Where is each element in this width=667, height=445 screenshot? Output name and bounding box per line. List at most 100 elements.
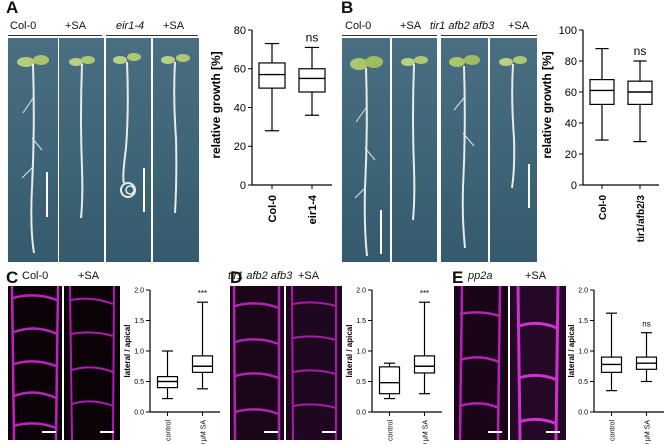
box [589, 78, 615, 105]
seedling-photo-b-tir1-sa [490, 38, 537, 262]
category-label: Col-0 [267, 195, 279, 223]
y-tick-label: 20 [234, 141, 246, 153]
y-axis-label: lateral / apical [124, 325, 132, 378]
y-tick-label: 40 [234, 102, 246, 114]
significance-label: *** [198, 289, 207, 298]
panel-label-e: E [452, 268, 464, 287]
confocal-image [516, 286, 560, 440]
seedling-icon [17, 55, 49, 254]
category-label: eir1-4 [307, 194, 319, 224]
box-plot-e: 0.0 0.5 1.0 1.5 2.0 lateral / apical control 50… [568, 287, 664, 444]
significance-label: ns [642, 320, 650, 329]
confocal-image-c-control [8, 286, 62, 440]
confocal-image [291, 286, 337, 440]
box [191, 355, 214, 373]
header-b-sa1: +SA [400, 20, 422, 32]
seedling-icon [113, 53, 145, 212]
seedling-icon [69, 56, 95, 219]
y-tick-label: 0.0 [356, 409, 366, 416]
y-tick-label: 1.0 [356, 348, 366, 355]
y-tick-label: 60 [234, 64, 246, 76]
box [258, 62, 286, 89]
y-axis-label: lateral / apical [346, 325, 354, 378]
y-tick-label: 1.5 [578, 318, 588, 325]
y-tick-label: 0.0 [578, 409, 588, 416]
y-tick-label: 0 [571, 180, 577, 192]
panel-label-c: C [6, 268, 19, 287]
confocal-image [10, 286, 60, 440]
category-label: tir1/afb2/3 [636, 195, 647, 243]
category-label: control [166, 420, 173, 441]
y-tick-label: 60 [565, 87, 577, 99]
seedling-icon [350, 56, 383, 257]
box-plot-c: 0.0 0.5 1.0 1.5 2.0 lateral / apical control 50… [124, 287, 220, 444]
category-label: Col-0 [598, 195, 609, 220]
confocal-image [232, 286, 281, 440]
y-tick-label: 0 [240, 180, 246, 192]
confocal-image [458, 286, 502, 440]
y-axis-label: relative growth [%] [209, 51, 223, 158]
header-a-sa2: +SA [163, 20, 185, 32]
seedling-icon [449, 55, 480, 249]
panel-label-b: B [341, 0, 354, 17]
confocal-image-d-control [230, 286, 284, 440]
box [378, 366, 401, 395]
confocal-image-e-control [454, 286, 508, 440]
header-b-tir1: tir1 afb2 afb3 [430, 20, 495, 32]
y-axis-label: relative growth [%] [540, 51, 554, 158]
y-tick-label: 1.0 [134, 348, 144, 355]
seedling-icon [401, 56, 428, 221]
significance-label: *** [420, 289, 429, 298]
seedling-photo-b-tir1 [441, 38, 488, 262]
header-a-sa1: +SA [65, 20, 87, 32]
scale-bar [46, 172, 48, 217]
box-plot-d: 0.0 0.5 1.0 1.5 2.0 lateral / apical control 50… [346, 287, 442, 444]
header-rule-a-1 [8, 35, 102, 36]
seedling-photo-a-eir1 [106, 38, 151, 262]
panel-label-d: D [230, 268, 243, 287]
box [627, 80, 653, 106]
box-plot-b: 0 20 40 60 80 100 relative growth [%] Col-0 tir1… [540, 25, 659, 243]
header-b-col0: Col-0 [345, 20, 372, 32]
y-tick-label: 100 [559, 25, 577, 37]
header-b-sa2: +SA [508, 20, 530, 32]
panel-label-a: A [6, 0, 19, 17]
y-tick-label: 2.0 [134, 287, 144, 294]
seedling-photo-b-sa [392, 38, 437, 262]
y-tick-label: 1.5 [134, 318, 144, 325]
confocal-image [69, 286, 115, 440]
seedling-photo-a-col0 [8, 38, 58, 262]
category-label: 50 µM SA [645, 420, 652, 444]
y-tick-label: 2.0 [356, 287, 366, 294]
y-tick-label: 20 [565, 149, 577, 161]
seedling-icon [161, 54, 190, 214]
seedling-photo-a-eir1-sa [153, 38, 199, 262]
significance-label: ns [634, 44, 647, 58]
confocal-image-c-sa [64, 286, 120, 440]
header-e-sa: +SA [525, 270, 547, 282]
header-e-pp2a: pp2a [468, 270, 493, 282]
header-a-eir1: eir1-4 [116, 20, 145, 32]
header-a-col0: Col-0 [10, 20, 37, 32]
y-tick-label: 0.5 [356, 379, 366, 386]
header-rule-b-1 [342, 35, 437, 36]
header-c-col0: Col-0 [22, 270, 49, 282]
header-d-sa: +SA [298, 270, 320, 282]
y-tick-label: 2.0 [578, 287, 588, 294]
seedling-photo-a-sa [59, 38, 104, 262]
confocal-image-e-sa [510, 286, 566, 440]
box [298, 68, 326, 93]
y-axis-label: lateral / apical [568, 325, 576, 378]
header-rule-a-2 [106, 35, 198, 36]
category-label: control [610, 420, 617, 441]
y-tick-label: 1.5 [356, 318, 366, 325]
y-tick-label: 0.0 [134, 409, 144, 416]
y-tick-label: 1.0 [578, 348, 588, 355]
y-tick-label: 80 [234, 25, 246, 37]
confocal-image-d-sa [286, 286, 342, 440]
y-tick-label: 0.5 [134, 379, 144, 386]
significance-label: ns [306, 30, 319, 44]
y-tick-label: 80 [565, 56, 577, 68]
seedling-photo-b-col0 [342, 38, 390, 262]
header-rule-b-2 [441, 35, 537, 36]
